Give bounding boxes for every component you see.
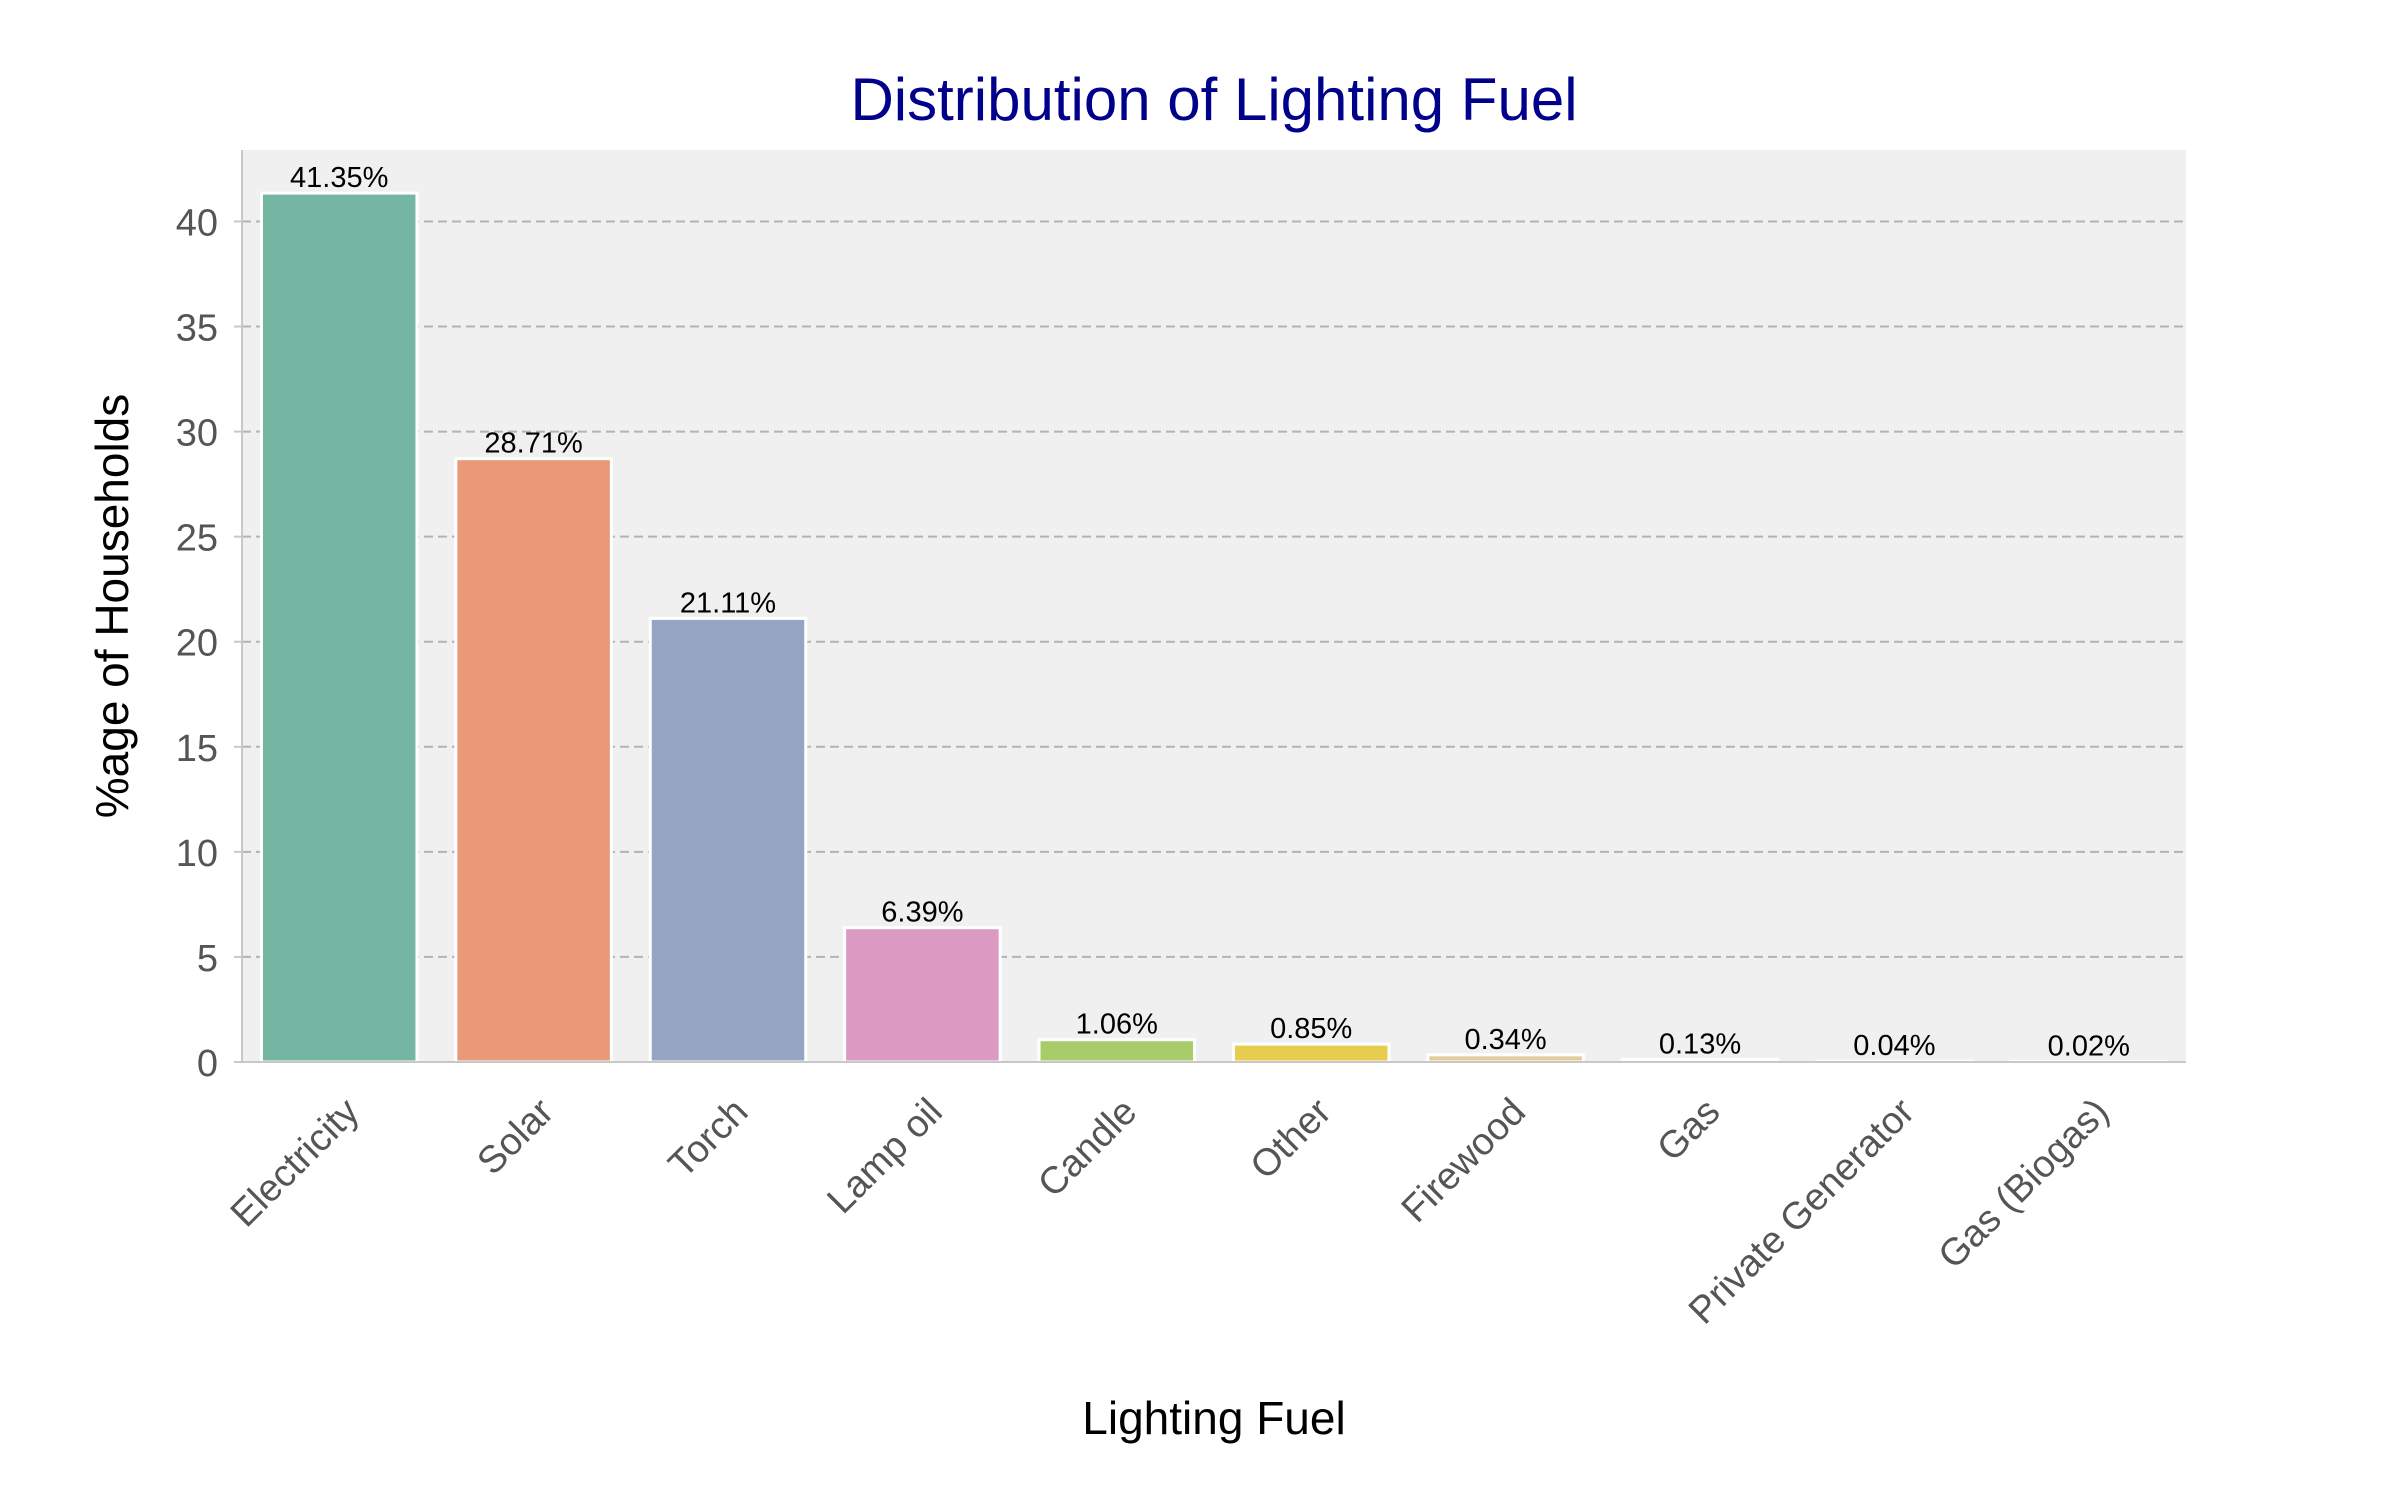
- bar: [1426, 1053, 1585, 1064]
- bar: [1037, 1038, 1197, 1064]
- data-label: 28.71%: [484, 428, 582, 460]
- x-tick-label: Solar: [470, 1090, 563, 1183]
- data-label: 0.34%: [1464, 1024, 1546, 1056]
- data-label: 0.13%: [1659, 1028, 1741, 1060]
- data-label: 0.02%: [2048, 1031, 2130, 1063]
- y-axis-title: %age of Households: [86, 394, 138, 819]
- data-label: 41.35%: [290, 162, 388, 194]
- data-label: 0.85%: [1270, 1013, 1352, 1045]
- data-label: 1.06%: [1076, 1009, 1158, 1041]
- y-tick-label: 35: [176, 308, 218, 350]
- bar: [259, 191, 419, 1064]
- x-tick-label: Firewood: [1394, 1091, 1534, 1231]
- chart-title: Distribution of Lighting Fuel: [850, 66, 1577, 133]
- x-tick-label: Electricity: [223, 1091, 368, 1236]
- bar: [648, 616, 808, 1064]
- x-tick-label: Torch: [661, 1091, 756, 1186]
- y-tick-label: 20: [176, 623, 218, 665]
- y-tick-label: 10: [176, 833, 218, 875]
- data-label: 21.11%: [680, 587, 776, 619]
- bar: [454, 457, 613, 1064]
- x-tick-label: Gas: [1649, 1091, 1728, 1170]
- x-tick-labels: Electricity Solar Torch Lamp oil Candle Other…: [223, 1090, 2117, 1332]
- y-tick-label: 15: [176, 728, 218, 770]
- x-tick-label: Other: [1243, 1090, 1340, 1187]
- data-label: 6.39%: [881, 897, 963, 929]
- x-tick-label: Lamp oil: [819, 1091, 950, 1222]
- y-tick-label: 40: [176, 202, 218, 244]
- data-label: 0.04%: [1853, 1030, 1935, 1062]
- x-axis-title: Lighting Fuel: [1082, 1392, 1345, 1444]
- data-labels: 41.35% 28.71% 21.11% 6.39% 1.06% 0.85% 0.34% 0.…: [290, 162, 2130, 1063]
- y-tick-label: 25: [176, 518, 218, 560]
- x-tick-label: Gas (Biogas): [1931, 1091, 2117, 1277]
- bar: [1231, 1042, 1391, 1064]
- y-tick-label: 5: [197, 938, 218, 980]
- y-tick-label: 30: [176, 413, 218, 455]
- y-tick-labels: 0 5 10 15 20 25 30 35 40: [176, 202, 242, 1085]
- x-tick-label: Candle: [1030, 1091, 1145, 1206]
- y-tick-label: 0: [197, 1043, 218, 1085]
- bar: [843, 926, 1002, 1064]
